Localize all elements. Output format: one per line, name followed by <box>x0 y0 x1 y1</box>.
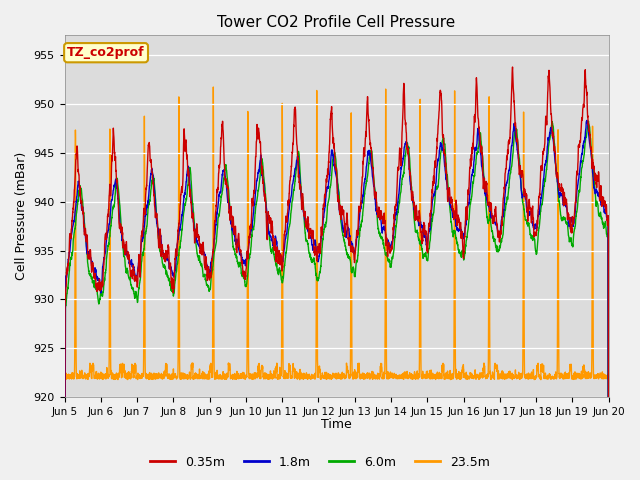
Title: Tower CO2 Profile Cell Pressure: Tower CO2 Profile Cell Pressure <box>218 15 456 30</box>
Text: TZ_co2prof: TZ_co2prof <box>67 46 145 59</box>
Y-axis label: Cell Pressure (mBar): Cell Pressure (mBar) <box>15 152 28 280</box>
X-axis label: Time: Time <box>321 419 352 432</box>
Legend: 0.35m, 1.8m, 6.0m, 23.5m: 0.35m, 1.8m, 6.0m, 23.5m <box>145 451 495 474</box>
